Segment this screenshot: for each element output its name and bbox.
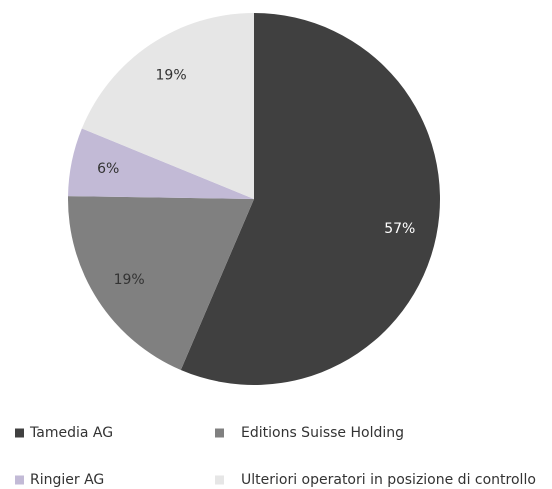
legend-swatch — [15, 475, 24, 485]
legend-label: Ulteriori operatori in posizione di cont… — [241, 472, 536, 488]
data-label: 19% — [156, 67, 187, 83]
legend-label: Ringier AG — [30, 472, 104, 488]
data-label: 19% — [114, 272, 145, 288]
legend-swatch — [215, 428, 224, 438]
pie-slice — [81, 13, 254, 199]
pie-slice — [68, 196, 254, 370]
pie-slice — [180, 13, 441, 385]
data-label: 57% — [384, 221, 415, 237]
legend-label: Editions Suisse Holding — [241, 425, 404, 441]
pie-slice — [68, 128, 254, 199]
legend-label: Tamedia AG — [29, 425, 113, 441]
legend-swatch — [215, 475, 224, 485]
data-label: 6% — [97, 161, 119, 177]
legend-swatch — [15, 428, 24, 438]
